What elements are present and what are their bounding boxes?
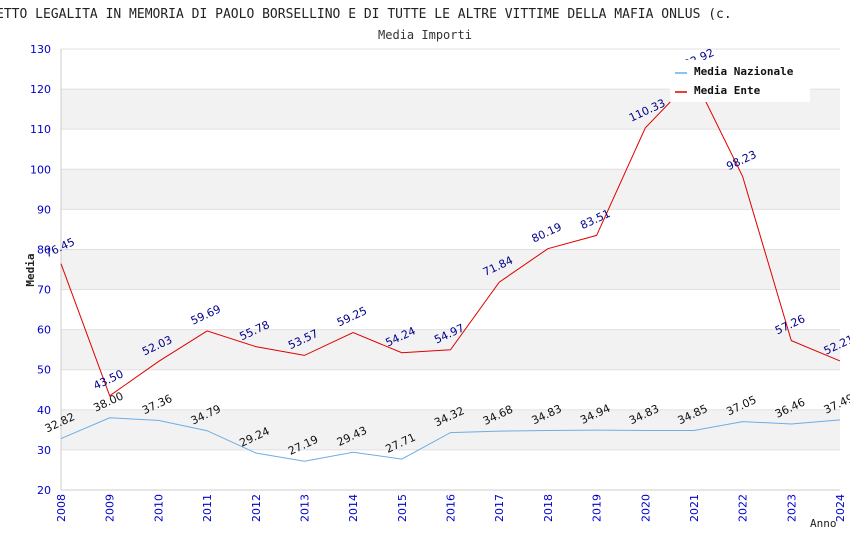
x-tick-label: 2008 [55, 494, 68, 522]
chart-title: ETTO LEGALITA IN MEMORIA DI PAOLO BORSEL… [0, 7, 732, 22]
data-label: 83.51 [578, 207, 612, 232]
y-tick-label: 120 [30, 83, 51, 96]
y-axis-label: Media [24, 253, 37, 286]
x-tick-label: 2011 [201, 494, 214, 522]
y-tick-label: 100 [30, 163, 51, 176]
grid-band [61, 249, 840, 290]
x-tick-label: 2024 [834, 494, 847, 522]
series-line-media-nazionale [60, 417, 841, 462]
x-axis-label: Anno [810, 517, 837, 530]
series-line-media-ente [60, 76, 841, 397]
grid-band [61, 169, 840, 210]
x-tick-label: 2010 [152, 494, 165, 522]
series-lines [60, 76, 841, 462]
legend-box [670, 60, 810, 102]
x-tick-label: 2020 [639, 494, 652, 522]
grid-bands [61, 89, 840, 450]
y-tick-label: 70 [37, 284, 51, 297]
x-tick-label: 2018 [542, 494, 555, 522]
y-tick-label: 60 [37, 324, 51, 337]
x-tick-label: 2012 [250, 494, 263, 522]
y-tick-label: 80 [37, 243, 51, 256]
grid-lines [61, 48, 840, 491]
y-tick-label: 90 [37, 203, 51, 216]
x-tick-label: 2023 [785, 494, 798, 522]
x-tick-labels: 2008 2009 2010 2011 2012 2013 2014 2015 2016 2017… [55, 494, 847, 522]
y-tick-label: 110 [30, 123, 51, 136]
x-tick-label: 2017 [493, 494, 506, 522]
x-tick-label: 2019 [591, 494, 604, 522]
x-tick-label: 2014 [347, 494, 360, 522]
data-label: 59.25 [335, 304, 369, 329]
data-label: 80.19 [530, 220, 564, 245]
y-tick-label: 40 [37, 404, 51, 417]
legend-label-media-ente: Media Ente [694, 84, 761, 97]
x-tick-label: 2021 [688, 494, 701, 522]
y-tick-label: 30 [37, 444, 51, 457]
x-tick-label: 2013 [298, 494, 311, 522]
axes [60, 49, 840, 491]
y-tick-labels: 20 30 40 50 60 70 80 90 100 110 120 130 [30, 43, 51, 497]
legend: Media Nazionale Media Ente [670, 60, 810, 102]
chart-subtitle: Media Importi [378, 28, 472, 42]
y-tick-label: 130 [30, 43, 51, 56]
x-tick-label: 2022 [737, 494, 750, 522]
data-label: 59.69 [189, 303, 223, 328]
y-tick-label: 20 [37, 484, 51, 497]
x-tick-label: 2015 [396, 494, 409, 522]
x-tick-label: 2009 [104, 494, 117, 522]
x-tick-label: 2016 [445, 494, 458, 522]
grid-band [61, 409, 840, 450]
legend-label-media-nazionale: Media Nazionale [694, 65, 794, 78]
y-tick-label: 50 [37, 364, 51, 377]
